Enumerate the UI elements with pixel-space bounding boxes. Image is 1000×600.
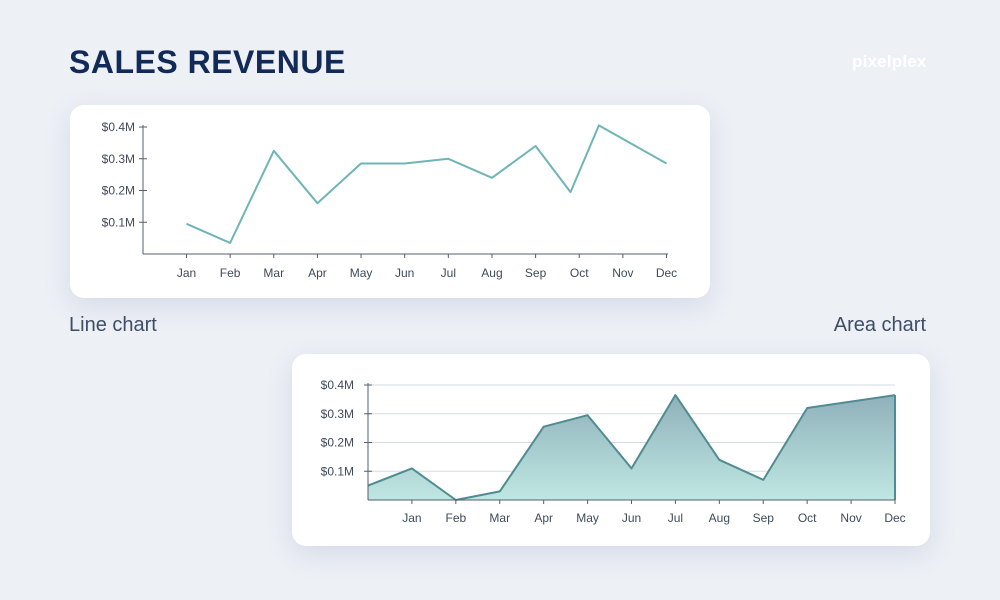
brand-logo: pixelplex	[852, 52, 927, 71]
x-tick-label: Mar	[263, 266, 284, 280]
x-tick-label: Jul	[668, 511, 683, 525]
line-series	[186, 124, 667, 244]
x-tick-label: Feb	[445, 511, 466, 525]
x-tick-label: Jun	[622, 511, 641, 525]
y-tick-label: $0.2M	[102, 184, 135, 198]
area-chart: $0.1M $0.2M $0.3M $0.4M Jan Feb Mar Apr May Jun Ju…	[321, 378, 906, 525]
x-tick-label: Nov	[840, 511, 861, 525]
y-tick-label: $0.1M	[102, 215, 135, 229]
y-tick-label: $0.3M	[321, 407, 354, 421]
x-tick-label: May	[576, 511, 599, 525]
x-tick-label: Apr	[534, 511, 553, 525]
y-tick-label: $0.3M	[102, 152, 135, 166]
x-tick-label: May	[350, 266, 373, 280]
x-tick-label: Aug	[709, 511, 730, 525]
x-tick-label: Nov	[612, 266, 633, 280]
x-tick-label: Dec	[884, 511, 905, 525]
y-tick-label: $0.1M	[321, 464, 354, 478]
area-chart-card: $0.1M $0.2M $0.3M $0.4M Jan Feb Mar Apr May Jun Ju…	[292, 354, 930, 546]
x-tick-label: Apr	[308, 266, 327, 280]
line-chart: $0.1M $0.2M $0.3M $0.4M Jan Feb Mar Apr May Jun Ju…	[102, 120, 678, 280]
x-tick-label: Jul	[441, 266, 456, 280]
page-title: SALES REVENUE	[69, 44, 346, 80]
x-tick-label: Dec	[656, 266, 677, 280]
x-tick-label: Jan	[177, 266, 196, 280]
y-tick-label: $0.4M	[102, 120, 135, 134]
x-tick-label: Aug	[481, 266, 502, 280]
y-tick-label: $0.4M	[321, 378, 354, 392]
y-tick-label: $0.2M	[321, 436, 354, 450]
area-fill	[368, 395, 895, 500]
x-tick-label: Sep	[525, 266, 547, 280]
line-chart-card: $0.1M $0.2M $0.3M $0.4M Jan Feb Mar Apr May Jun Ju…	[70, 105, 710, 298]
line-chart-caption: Line chart	[69, 314, 157, 336]
x-tick-label: Jun	[395, 266, 414, 280]
area-chart-caption: Area chart	[833, 314, 926, 336]
x-tick-label: Sep	[753, 511, 775, 525]
x-tick-label: Mar	[489, 511, 510, 525]
x-tick-label: Oct	[798, 511, 817, 525]
x-tick-label: Feb	[220, 266, 241, 280]
x-tick-label: Oct	[570, 266, 589, 280]
x-tick-label: Jan	[402, 511, 421, 525]
area-series-line	[367, 394, 896, 501]
